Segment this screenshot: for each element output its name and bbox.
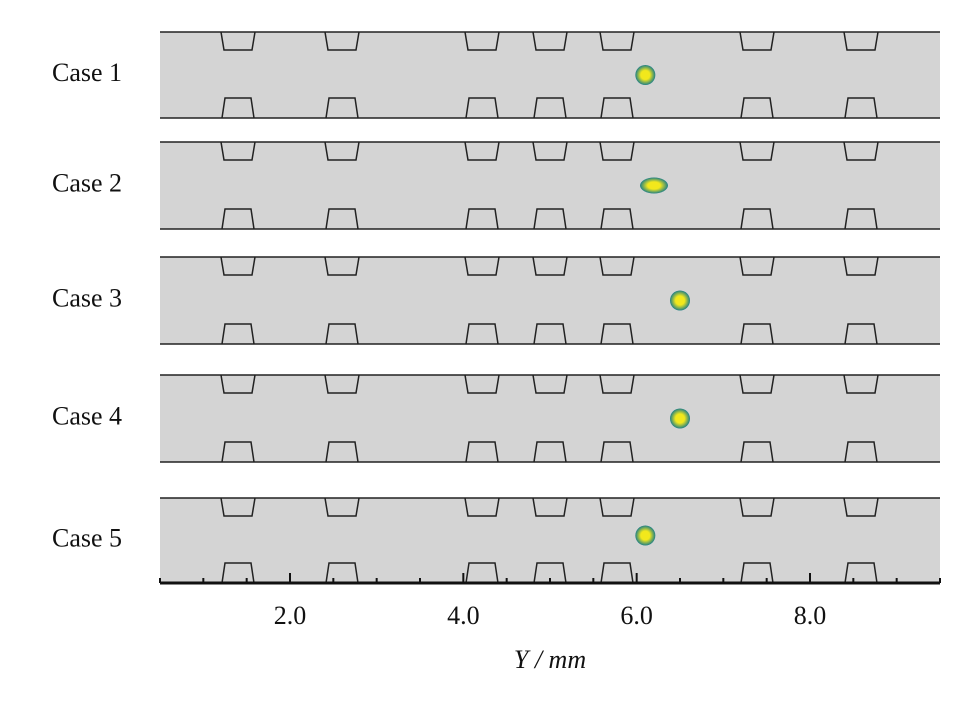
obstacle xyxy=(739,497,775,517)
x-tick-label: 8.0 xyxy=(794,601,827,630)
obstacle xyxy=(221,441,255,463)
case-label: Case 3 xyxy=(52,283,122,312)
obstacle xyxy=(221,323,255,345)
obstacle xyxy=(843,141,879,161)
droplet xyxy=(670,290,690,311)
obstacle xyxy=(464,141,500,161)
obstacle xyxy=(324,31,360,51)
obstacle xyxy=(324,374,360,394)
obstacle xyxy=(600,208,634,230)
obstacle xyxy=(324,497,360,517)
obstacle xyxy=(740,441,774,463)
case-label: Case 2 xyxy=(52,168,122,197)
obstacle xyxy=(843,31,879,51)
obstacle xyxy=(324,141,360,161)
droplet xyxy=(635,65,656,85)
x-tick-label: 2.0 xyxy=(274,601,307,630)
obstacle xyxy=(843,256,879,276)
obstacle xyxy=(740,97,774,119)
obstacle xyxy=(533,441,567,463)
x-tick-label: 6.0 xyxy=(620,601,653,630)
obstacle xyxy=(464,31,500,51)
obstacle xyxy=(600,97,634,119)
channel xyxy=(160,498,940,583)
obstacle xyxy=(844,323,878,345)
obstacle xyxy=(843,374,879,394)
obstacle xyxy=(600,323,634,345)
obstacle xyxy=(465,97,499,119)
obstacle xyxy=(844,97,878,119)
obstacle xyxy=(533,323,567,345)
obstacle xyxy=(221,562,255,584)
obstacle xyxy=(221,97,255,119)
obstacle xyxy=(739,31,775,51)
obstacle xyxy=(739,256,775,276)
obstacle xyxy=(740,323,774,345)
obstacle xyxy=(843,497,879,517)
obstacle xyxy=(464,374,500,394)
obstacle xyxy=(599,256,635,276)
obstacle xyxy=(464,256,500,276)
obstacle xyxy=(465,441,499,463)
obstacle xyxy=(739,141,775,161)
droplet xyxy=(635,525,656,546)
obstacle xyxy=(324,256,360,276)
obstacle xyxy=(465,323,499,345)
obstacle xyxy=(325,208,359,230)
obstacle xyxy=(325,441,359,463)
obstacle xyxy=(532,256,568,276)
obstacle xyxy=(532,31,568,51)
x-tick-label: 4.0 xyxy=(447,601,480,630)
obstacle xyxy=(533,97,567,119)
obstacle xyxy=(532,141,568,161)
droplet xyxy=(670,408,690,429)
obstacle xyxy=(844,441,878,463)
obstacle xyxy=(220,31,256,51)
case-label: Case 1 xyxy=(52,58,122,87)
obstacle xyxy=(844,562,878,584)
obstacle xyxy=(739,374,775,394)
droplet xyxy=(640,177,668,194)
obstacle xyxy=(533,208,567,230)
obstacle xyxy=(600,562,634,584)
obstacle xyxy=(532,374,568,394)
obstacle xyxy=(599,374,635,394)
obstacle xyxy=(599,497,635,517)
obstacle xyxy=(325,562,359,584)
obstacle xyxy=(220,374,256,394)
obstacle xyxy=(600,441,634,463)
obstacle xyxy=(464,497,500,517)
obstacle xyxy=(532,497,568,517)
channel xyxy=(160,257,940,344)
obstacle xyxy=(533,562,567,584)
obstacle xyxy=(220,497,256,517)
obstacle xyxy=(465,562,499,584)
obstacle xyxy=(220,256,256,276)
channel xyxy=(160,32,940,118)
obstacle xyxy=(740,562,774,584)
case-label: Case 4 xyxy=(52,401,122,430)
obstacle xyxy=(599,31,635,51)
x-axis-label: Y / mm xyxy=(514,645,586,674)
channel xyxy=(160,142,940,229)
obstacle xyxy=(325,97,359,119)
channel xyxy=(160,375,940,462)
obstacle xyxy=(325,323,359,345)
obstacle xyxy=(599,141,635,161)
obstacle xyxy=(221,208,255,230)
case-label: Case 5 xyxy=(52,523,122,552)
obstacle xyxy=(844,208,878,230)
obstacle xyxy=(465,208,499,230)
obstacle xyxy=(220,141,256,161)
obstacle xyxy=(740,208,774,230)
